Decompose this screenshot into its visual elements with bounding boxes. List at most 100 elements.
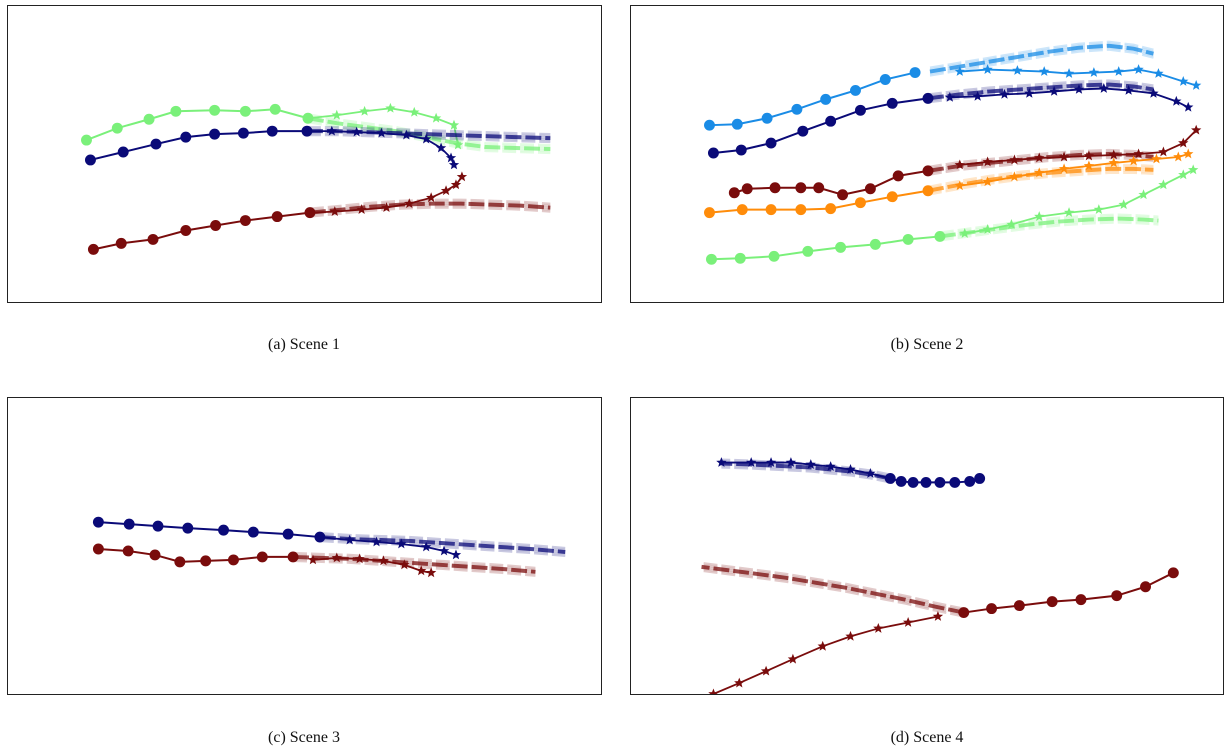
future-star-marker <box>1183 148 1194 159</box>
future-star-marker <box>381 202 392 213</box>
future-star-marker <box>1108 157 1119 168</box>
future-star-marker <box>421 541 432 552</box>
observed-circle-marker <box>850 84 861 96</box>
future-star-marker <box>1188 164 1199 175</box>
observed-circle-marker <box>1111 590 1123 602</box>
agent-maroon-trajectory <box>728 124 1202 201</box>
observed-circle-marker <box>869 238 881 250</box>
observed-circle-marker <box>301 125 313 137</box>
future-star-marker <box>425 192 437 203</box>
observed-circle-marker <box>728 187 740 199</box>
future-star-marker <box>716 457 727 467</box>
future-star-marker <box>734 677 745 688</box>
observed-circle-marker <box>304 207 316 219</box>
observed-circle-marker <box>269 103 281 115</box>
agent-maroon-trajectory <box>87 171 551 255</box>
observed-circle-marker <box>200 555 212 567</box>
future-star-marker <box>944 91 956 102</box>
observed-circle-marker <box>218 524 230 536</box>
future-star-marker <box>351 126 362 137</box>
predicted-sample-line <box>309 198 551 210</box>
future-star-marker <box>344 534 355 545</box>
observed-circle-marker <box>886 191 898 203</box>
observed-circle-marker <box>854 104 866 116</box>
scene-4-panel <box>630 397 1224 695</box>
future-star-marker <box>378 555 389 566</box>
scene-2-caption: (b) Scene 2 <box>890 336 964 353</box>
predicted-trajectory-line <box>927 82 1154 101</box>
future-trajectory-line <box>713 615 939 694</box>
future-star-marker <box>1133 148 1144 159</box>
future-star-marker <box>445 152 457 163</box>
future-star-marker <box>1191 124 1202 135</box>
future-star-marker <box>329 206 340 216</box>
future-star-marker <box>1173 151 1184 162</box>
future-star-marker <box>1093 204 1105 214</box>
future-star-marker <box>409 106 420 117</box>
future-star-marker <box>404 198 415 209</box>
future-star-marker <box>982 176 993 187</box>
future-star-marker <box>425 567 437 578</box>
future-star-marker <box>399 559 410 570</box>
future-star-marker <box>1178 137 1189 148</box>
observed-trajectory-line <box>711 235 941 261</box>
future-star-marker <box>954 66 965 76</box>
observed-circle-marker <box>180 131 192 143</box>
agent-navy-trajectory <box>84 125 551 170</box>
future-star-marker <box>1171 95 1182 106</box>
future-star-marker <box>1128 155 1139 166</box>
agent-lightgreen-trajectory <box>705 164 1199 265</box>
future-star-marker <box>865 468 876 478</box>
observed-circle-marker <box>210 220 222 231</box>
observed-circle-marker <box>879 74 891 85</box>
observed-circle-marker <box>864 183 876 195</box>
agent-maroon-trajectory <box>701 561 1179 694</box>
future-star-marker <box>1012 65 1023 75</box>
predicted-sample-line <box>929 48 1154 77</box>
future-star-marker <box>1009 154 1020 165</box>
future-star-marker <box>954 180 965 191</box>
future-star-marker <box>356 204 367 214</box>
observed-circle-marker <box>909 67 921 79</box>
agent-navy-trajectory <box>716 457 986 488</box>
observed-circle-marker <box>986 603 998 615</box>
observed-circle-marker <box>795 182 807 194</box>
observed-circle-marker <box>768 250 780 262</box>
observed-circle-marker <box>892 170 904 182</box>
observed-circle-marker <box>735 144 747 156</box>
future-star-marker <box>845 464 856 474</box>
future-star-marker <box>982 156 993 167</box>
observed-circle-marker <box>247 526 259 538</box>
observed-circle-marker <box>271 211 283 223</box>
future-star-marker <box>1058 163 1070 174</box>
observed-circle-marker <box>795 204 807 216</box>
future-star-marker <box>385 102 396 113</box>
predicted-sample-line <box>293 551 536 569</box>
observed-circle-marker <box>170 105 182 117</box>
predicted-sample-line <box>701 569 964 618</box>
observed-circle-marker <box>765 204 777 216</box>
future-star-marker <box>1178 169 1189 180</box>
observed-circle-marker <box>84 154 96 166</box>
future-star-marker <box>440 185 452 196</box>
future-star-marker <box>359 105 370 116</box>
observed-circle-marker <box>731 118 743 130</box>
observed-circle-marker <box>150 138 162 150</box>
predicted-sample-line <box>939 213 1159 234</box>
observed-circle-marker <box>282 528 294 540</box>
predicted-trajectory-line <box>701 564 965 615</box>
observed-circle-marker <box>228 554 239 566</box>
observed-circle-marker <box>934 476 946 488</box>
predicted-sample-line <box>309 206 551 218</box>
observed-circle-marker <box>835 241 847 253</box>
scene-2-panel <box>630 5 1224 303</box>
observed-circle-marker <box>761 112 773 124</box>
future-star-marker <box>982 224 993 234</box>
observed-circle-marker <box>149 549 161 561</box>
future-star-marker <box>805 459 816 469</box>
observed-circle-marker <box>92 516 104 528</box>
future-star-marker <box>873 622 884 633</box>
future-star-marker <box>1098 82 1109 93</box>
future-star-marker <box>1183 101 1194 112</box>
future-star-marker <box>435 142 447 153</box>
